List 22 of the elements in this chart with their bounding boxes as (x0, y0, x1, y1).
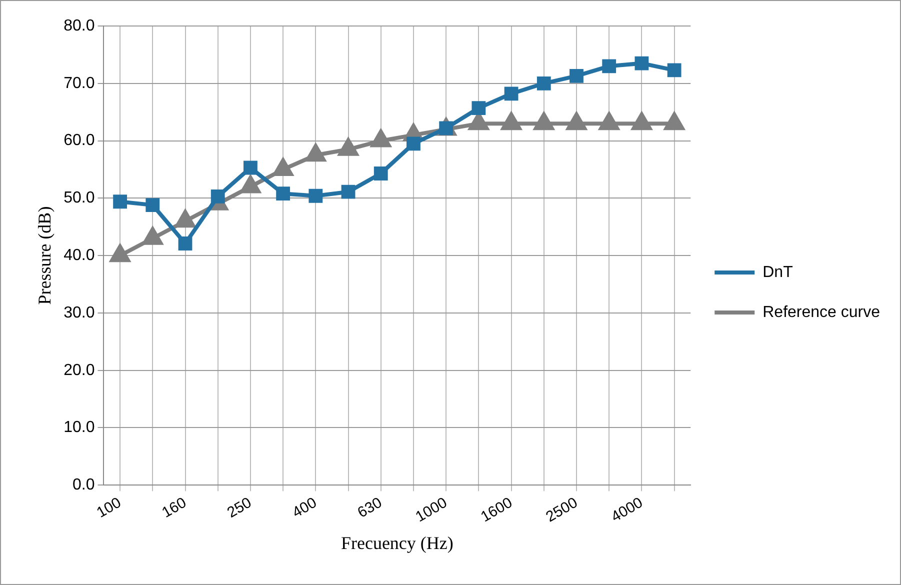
y-tick-label: 10.0 (64, 419, 95, 436)
x-tick-label: 4000 (608, 494, 646, 526)
y-axis-title: Pressure (dB) (34, 206, 55, 305)
x-tick-label: 400 (290, 494, 320, 522)
x-tick-label: 1000 (412, 494, 450, 526)
x-tick-label: 100 (94, 494, 124, 522)
x-tick-label: 1600 (478, 494, 516, 526)
y-tick-label: 50.0 (64, 190, 95, 207)
legend-label: Reference curve (762, 304, 880, 321)
legend-label: DnT (762, 264, 794, 281)
x-tick-label: 630 (354, 494, 385, 522)
x-axis-title: Frecuency (Hz) (340, 532, 454, 553)
y-tick-label: 40.0 (64, 246, 95, 264)
y-tick-label: 20.0 (64, 362, 95, 379)
y-tick-label: 70.0 (64, 74, 95, 92)
y-tick-label: 30.0 (64, 304, 95, 322)
y-tick-label: 0.0 (72, 476, 95, 494)
x-tick-label: 2500 (543, 494, 581, 526)
x-tick-label: 160 (159, 494, 190, 522)
x-tick-label: 250 (224, 494, 255, 522)
y-tick-label: 60.0 (64, 132, 95, 150)
y-tick-label: 80.0 (64, 17, 95, 34)
